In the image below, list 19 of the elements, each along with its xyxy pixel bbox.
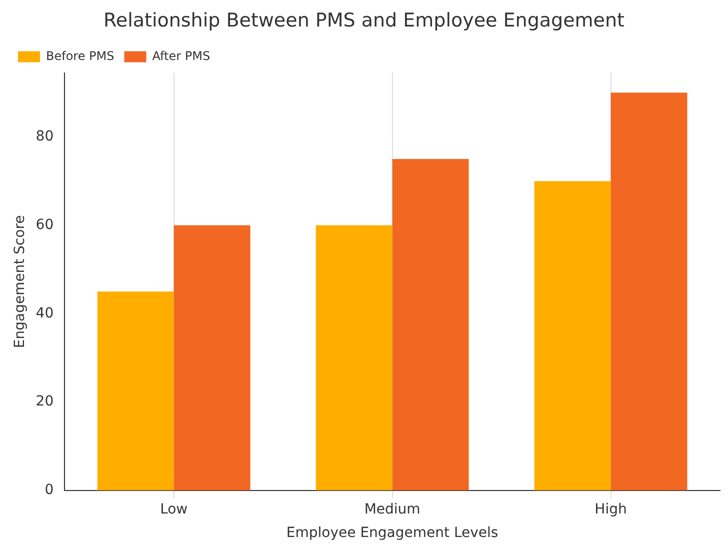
bar [174, 225, 250, 490]
bar [534, 181, 611, 490]
x-tick-label: High [594, 501, 627, 518]
bar [610, 92, 688, 490]
bar [316, 225, 392, 490]
y-tick-label: 20 [36, 394, 54, 410]
chart-title: Relationship Between PMS and Employee Engagement [104, 9, 624, 32]
x-tick-label: Low [160, 501, 188, 518]
y-axis-title: Engagement Score [12, 215, 28, 348]
bar [392, 158, 469, 490]
y-tick-label: 60 [36, 216, 54, 233]
x-tick-label: Medium [364, 501, 420, 518]
y-tick-label: 40 [36, 305, 54, 322]
bar [97, 292, 174, 490]
x-axis-title: Employee Engagement Levels [286, 525, 498, 542]
legend-label: After PMS [152, 48, 210, 63]
y-tick-label: 0 [44, 482, 54, 498]
legend-label: Before PMS [46, 48, 114, 63]
y-tick-label: 80 [36, 128, 54, 145]
